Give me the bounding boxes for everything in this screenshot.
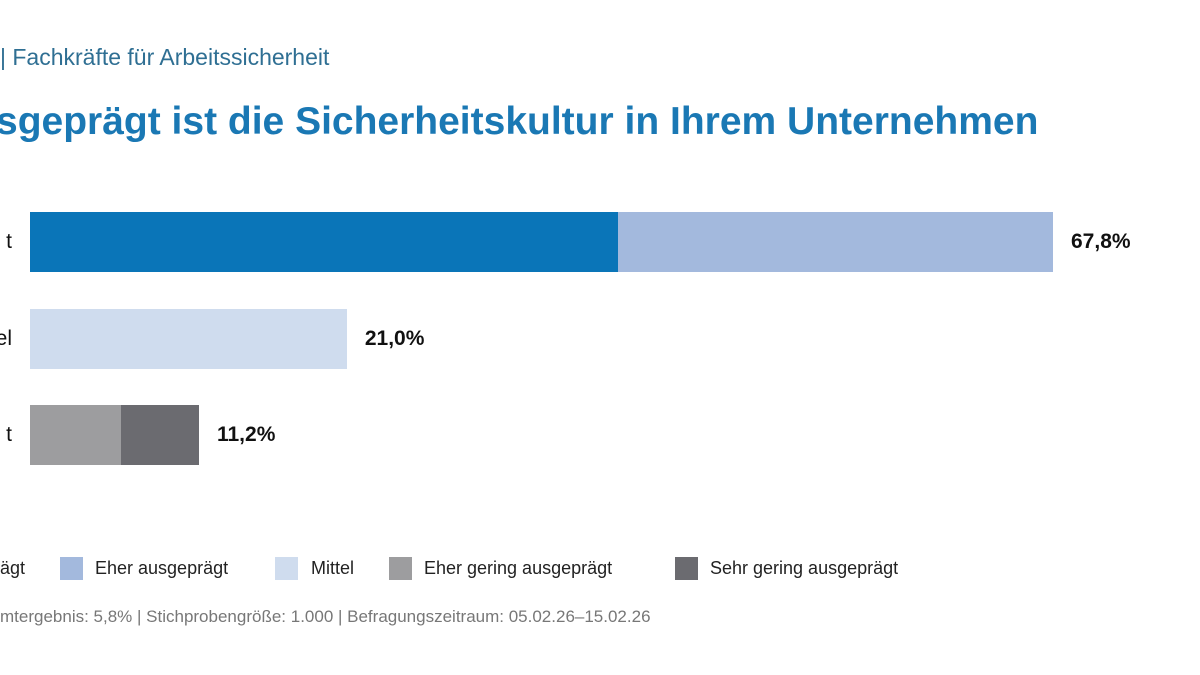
bar-segment <box>120 405 199 465</box>
subtitle: | Fachkräfte für Arbeitssicherheit <box>0 44 330 70</box>
legend-swatch <box>275 557 298 580</box>
legend-label: ägt <box>0 558 26 578</box>
data-label: 11,2% <box>216 423 276 446</box>
chart-title: sgeprägt ist die Sicherheitskultur in Ih… <box>0 100 1039 143</box>
footer-note: mtergebnis: 5,8% | Stichprobengröße: 1.0… <box>0 607 651 626</box>
data-label: 67,8% <box>1071 230 1131 253</box>
legend-label: Eher gering ausgeprägt <box>424 558 613 578</box>
bar-segment <box>30 309 347 369</box>
category-label: t <box>6 230 12 253</box>
legend-label: Mittel <box>311 558 355 578</box>
category-label: el <box>0 327 12 350</box>
legend-label: Sehr gering ausgeprägt <box>710 558 899 578</box>
legend-swatch <box>675 557 698 580</box>
bar-segment <box>618 212 1053 272</box>
bar-segment <box>30 405 121 465</box>
legend-label: Eher ausgeprägt <box>95 558 229 578</box>
legend-swatch <box>389 557 412 580</box>
data-label: 21,0% <box>364 327 425 350</box>
bar-segment <box>30 212 619 272</box>
category-label: t <box>6 423 12 446</box>
legend-swatch <box>60 557 83 580</box>
